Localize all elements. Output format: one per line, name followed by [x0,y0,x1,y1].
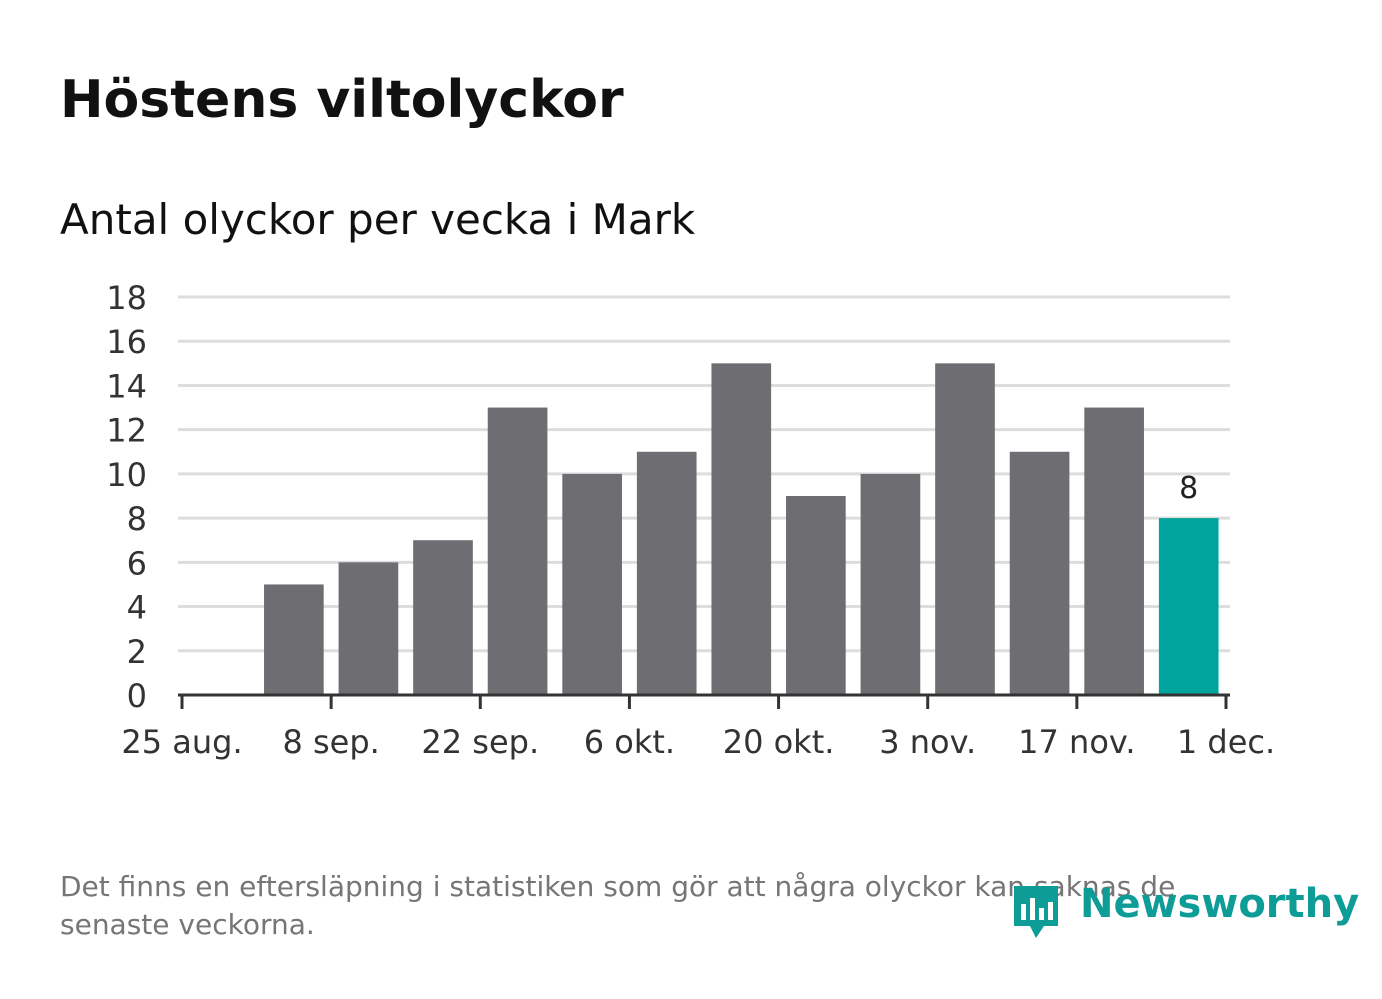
bar [935,363,995,695]
bar [1009,451,1070,695]
y-axis-ticks: 0 2 4 6 8 10 12 14 16 18 [106,279,147,715]
x-tick-label: 20 okt. [723,723,835,761]
bar [860,473,921,695]
bar [786,496,846,695]
y-tick-label: 16 [106,323,147,361]
newsworthy-logo: Newsworthy [1014,881,1359,938]
y-tick-label: 14 [106,367,147,405]
data-label: 8 [1179,471,1198,506]
x-tick-label: 25 aug. [121,723,242,761]
y-tick-label: 18 [106,279,147,317]
chart-title: Höstens viltolyckor [60,70,624,130]
x-tick-label: 8 sep. [282,723,379,761]
x-axis: 25 aug. 8 sep. 22 sep. 6 okt. 20 okt. 3 nov. 1… [121,693,1275,761]
y-tick-label: 2 [127,633,147,671]
bar [1084,407,1144,695]
x-tick-label: 6 okt. [584,723,675,761]
x-tick-label: 17 nov. [1018,723,1135,761]
bar [636,451,697,695]
bar [413,540,473,695]
data-labels: 8 [1179,471,1198,506]
bar [711,363,772,695]
chart-subtitle: Antal olyckor per vecka i Mark [60,195,696,244]
footnote-line-1: Det finns en eftersläpning i statistiken… [60,870,1175,903]
bar [562,473,622,695]
x-tick-label: 22 sep. [421,723,539,761]
x-tick-label: 1 dec. [1177,723,1275,761]
bar [1158,518,1219,695]
bar [338,562,399,695]
y-tick-label: 0 [127,677,147,715]
y-tick-label: 8 [127,500,147,538]
bars [264,363,1219,695]
y-tick-label: 10 [106,456,147,494]
bar [264,584,324,695]
newsworthy-logo-icon [1014,886,1058,938]
y-tick-label: 12 [106,412,147,450]
footnote-line-2: senaste veckorna. [60,908,315,941]
y-tick-label: 4 [127,589,147,627]
gridlines [178,295,1230,653]
y-tick-label: 6 [127,544,147,582]
bar [487,407,548,695]
x-tick-label: 3 nov. [879,723,976,761]
newsworthy-logo-text: Newsworthy [1080,881,1359,927]
